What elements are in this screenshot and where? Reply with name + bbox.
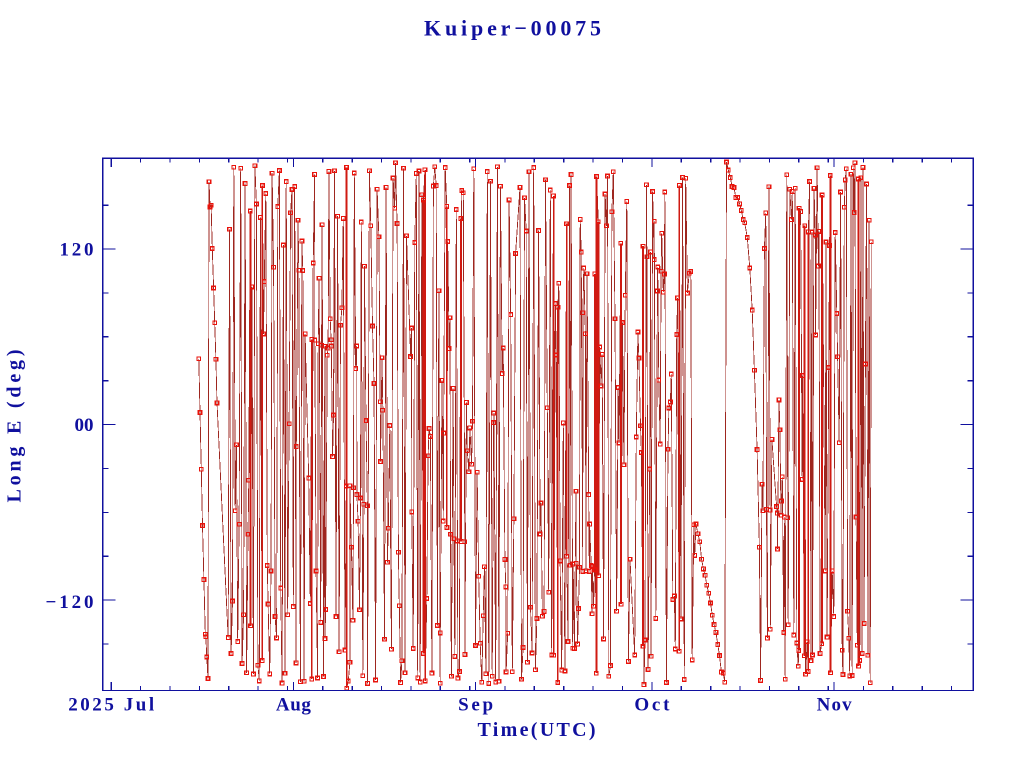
svg-text:Long E (deg): Long E (deg) bbox=[4, 350, 26, 503]
svg-text:2025 Jul: 2025 Jul bbox=[68, 695, 154, 716]
svg-text:Sep: Sep bbox=[458, 695, 493, 716]
svg-text:Time(UTC): Time(UTC) bbox=[478, 719, 596, 741]
svg-text:Nov: Nov bbox=[817, 695, 853, 716]
svg-text:120: 120 bbox=[60, 239, 94, 260]
svg-text:00: 00 bbox=[75, 415, 94, 436]
svg-text:Aug: Aug bbox=[276, 695, 312, 716]
svg-text:Oct: Oct bbox=[634, 695, 670, 716]
